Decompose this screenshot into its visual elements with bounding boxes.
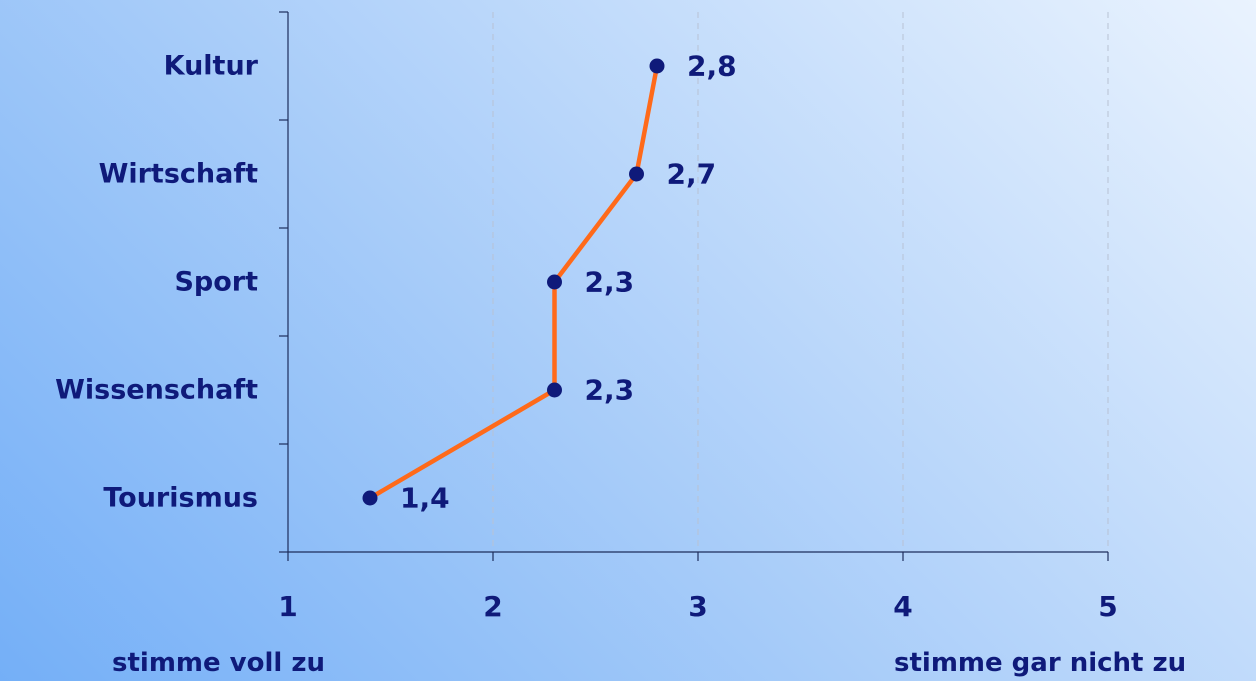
x-tick-label-1: 1 — [278, 590, 297, 623]
x-tick-label-5: 5 — [1098, 590, 1117, 623]
axis-layer — [279, 11, 1109, 561]
x-tick-label-3: 3 — [688, 590, 707, 623]
grid-layer — [492, 12, 1109, 552]
x-tick-label-4: 4 — [893, 590, 912, 623]
data-label-sport: 2,3 — [585, 266, 635, 299]
category-label-wirtschaft: Wirtschaft — [99, 159, 259, 190]
category-label-wissenschaft: Wissenschaft — [55, 375, 258, 406]
data-point-kultur — [649, 58, 665, 74]
data-label-wirtschaft: 2,7 — [667, 158, 717, 191]
data-point-tourismus — [362, 490, 378, 506]
category-label-tourismus: Tourismus — [103, 483, 258, 514]
data-point-sport — [547, 274, 562, 290]
data-point-wissenschaft — [547, 382, 562, 398]
scale-high-label: stimme gar nicht zu — [894, 648, 1187, 678]
data-label-tourismus: 1,4 — [400, 482, 450, 515]
data-label-wissenschaft: 2,3 — [585, 374, 635, 407]
data-point-wirtschaft — [629, 166, 644, 182]
x-tick-label-2: 2 — [483, 590, 502, 623]
scale-low-label: stimme voll zu — [112, 648, 326, 678]
category-label-kultur: Kultur — [164, 51, 259, 82]
labels-layer: 1 2 3 4 5 Kultur Wirtschaft Sport Wissenschaft To… — [55, 50, 1118, 624]
markers-layer — [362, 58, 665, 506]
data-label-kultur: 2,8 — [687, 50, 737, 83]
category-label-sport: Sport — [174, 267, 258, 298]
